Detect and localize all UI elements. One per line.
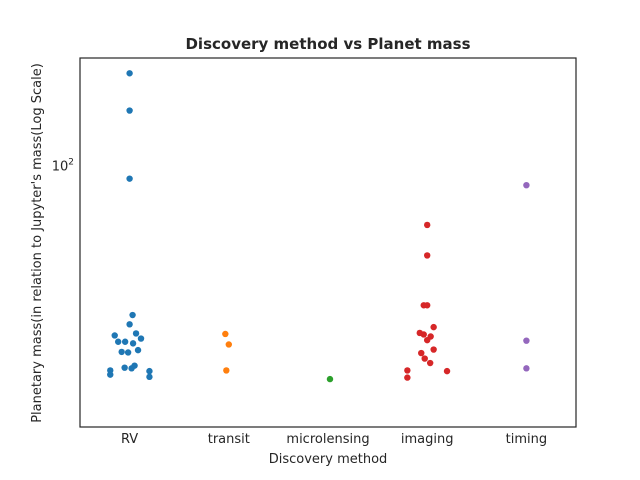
point-rv-6: [132, 330, 140, 337]
x-tick-label-microlensing: microlensing: [286, 432, 369, 447]
point-imaging-11: [418, 349, 425, 357]
point-imaging-1: [424, 221, 431, 229]
point-imaging-12: [421, 355, 428, 362]
point-rv-20: [107, 371, 114, 378]
point-imaging-16: [404, 374, 411, 381]
point-rv-17: [128, 365, 135, 372]
x-tick-label-rv: RV: [121, 432, 138, 447]
point-transit-1: [222, 330, 229, 338]
x-tick-label-transit: transit: [208, 432, 250, 447]
point-transit-3: [223, 367, 230, 374]
point-imaging-9: [424, 336, 431, 344]
point-rv-19: [146, 367, 153, 375]
x-axis-label: Discovery method: [269, 452, 388, 467]
point-rv-3: [126, 175, 133, 182]
point-rv-13: [118, 348, 125, 356]
point-imaging-4: [424, 302, 431, 309]
x-tick-label-imaging: imaging: [401, 432, 454, 447]
plot-frame: [79, 57, 577, 428]
y-axis-ticks: 102: [52, 158, 74, 175]
point-imaging-2: [424, 252, 431, 259]
point-imaging-5: [430, 323, 437, 331]
point-rv-10: [114, 338, 122, 345]
point-rv-2: [126, 107, 133, 114]
point-imaging-10: [430, 346, 437, 353]
point-rv-4: [129, 311, 136, 319]
point-imaging-13: [426, 359, 434, 367]
point-timing-1: [523, 181, 530, 189]
point-rv-12: [134, 346, 142, 354]
y-axis-label: Planetary mass(in relation to Jupyter's …: [30, 63, 45, 423]
point-imaging-14: [404, 367, 411, 374]
point-microlensing-1: [326, 375, 334, 383]
x-axis-ticks: RV transit microlensing imaging timing: [121, 432, 547, 447]
point-rv-11: [129, 340, 137, 347]
point-rv-5: [126, 321, 133, 328]
chart-title: Discovery method vs Planet mass: [185, 35, 470, 53]
y-tick-label-1: 102: [52, 158, 74, 175]
point-timing-2: [523, 337, 530, 344]
x-tick-label-timing: timing: [506, 432, 547, 447]
point-rv-14: [124, 349, 132, 356]
point-imaging-7: [420, 331, 427, 338]
point-rv-16: [121, 364, 128, 371]
points-layer: [107, 70, 530, 383]
point-imaging-15: [443, 367, 451, 375]
point-transit-2: [225, 341, 232, 348]
point-rv-9: [121, 338, 129, 345]
point-rv-7: [111, 332, 118, 339]
point-rv-8: [137, 335, 145, 342]
point-rv-21: [146, 373, 153, 381]
point-timing-3: [523, 365, 530, 372]
point-rv-1: [126, 70, 133, 77]
